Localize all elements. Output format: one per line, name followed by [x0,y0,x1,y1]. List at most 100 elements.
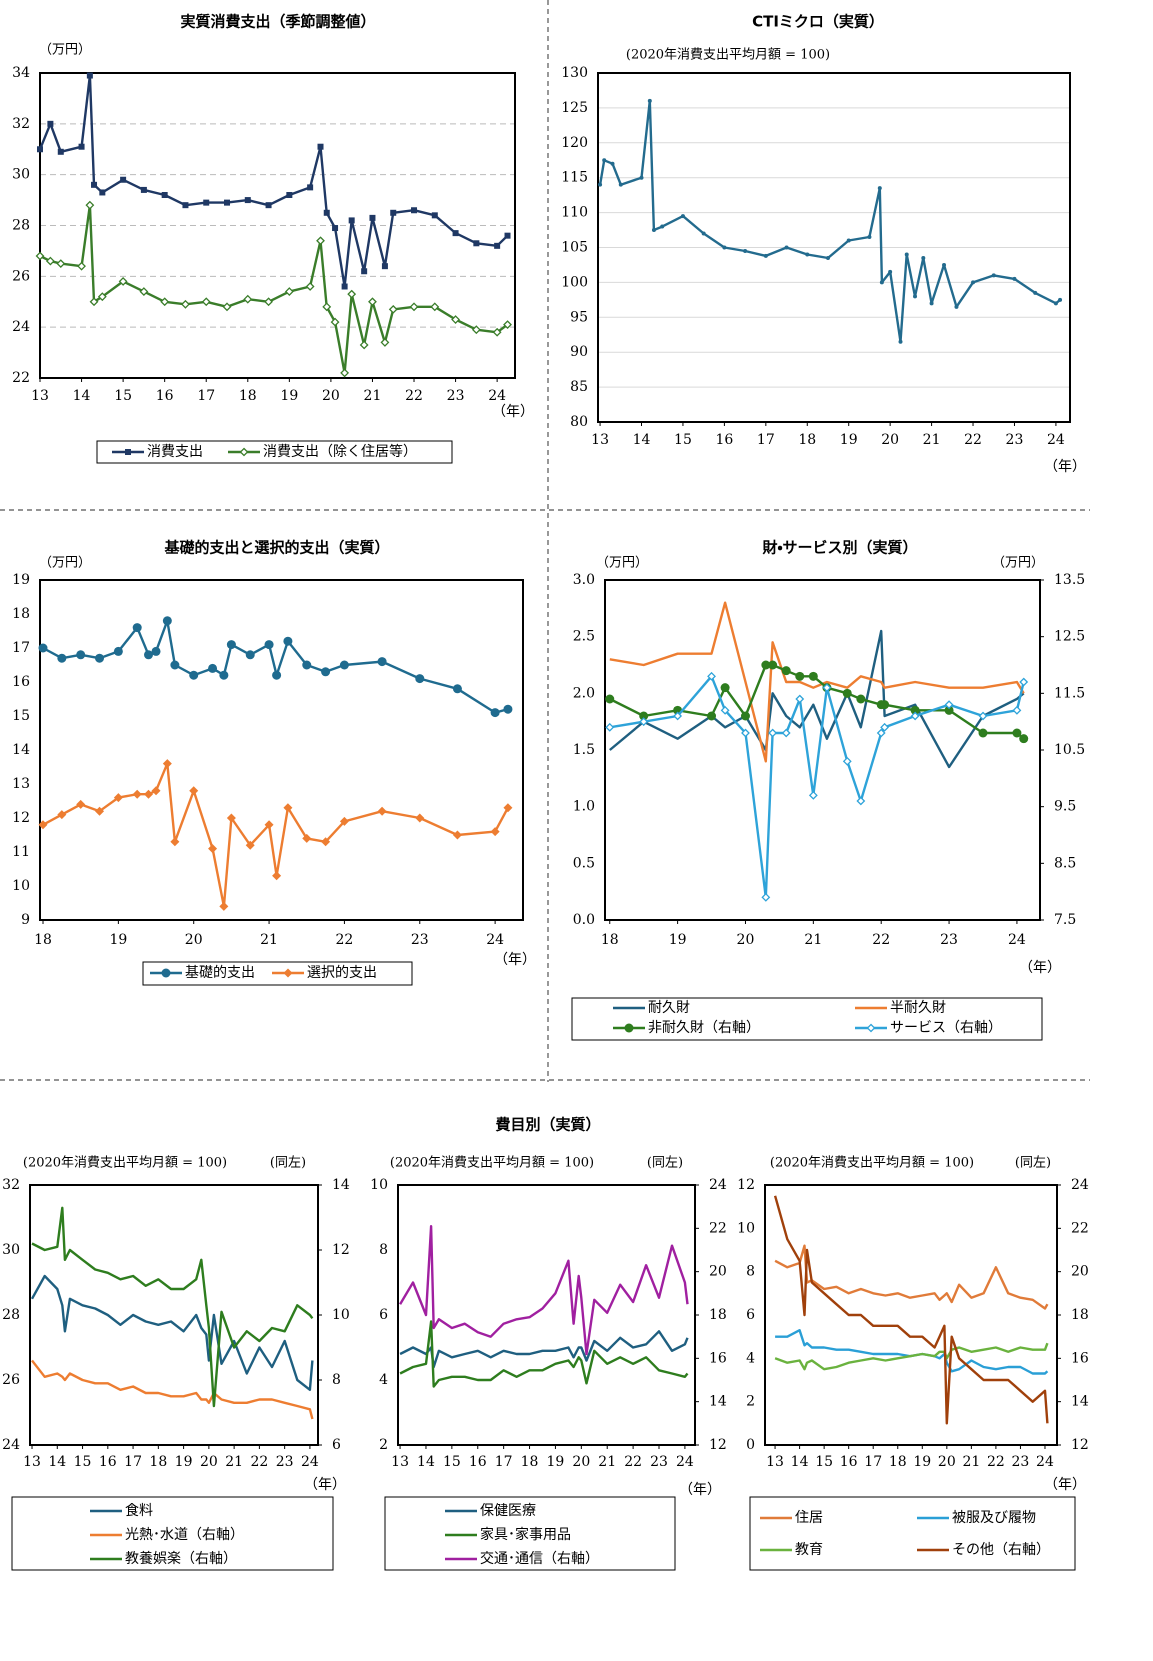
y2-tick-label: 12.5 [1054,629,1085,645]
x-axis-unit: （年） [1044,459,1086,475]
marker [189,786,199,796]
y-tick-label: 26 [12,268,30,284]
y2-axis-label: （万円） [992,556,1044,571]
marker [929,301,934,306]
y-tick-label: 90 [570,344,588,360]
marker [222,302,232,312]
y-tick-label: 130 [561,65,588,81]
legend-box [11,1496,334,1571]
y-tick-label: 13 [12,776,30,792]
marker [1019,677,1029,687]
marker [347,289,357,299]
marker [795,671,805,681]
marker [605,722,615,732]
x-tick-label: 23 [276,1454,294,1470]
marker [140,186,147,193]
marker [618,182,623,187]
marker [1053,301,1058,306]
y-axis-label: (2020年消費支出平均月額 = 100) [770,1156,974,1171]
marker [37,146,43,153]
marker [944,700,954,710]
marker [978,728,988,738]
marker [503,320,512,330]
y-tick-label: 85 [570,379,588,395]
marker [761,892,771,902]
y-tick-label: 28 [12,218,30,234]
legend-label: 被服及び履物 [952,1510,1036,1526]
marker [286,192,293,198]
marker [113,646,123,656]
marker [971,280,976,285]
y-tick-label: 12 [12,810,30,826]
legend-marker [624,1023,634,1033]
marker [272,670,282,680]
x-tick-label: 24 [1036,1454,1054,1470]
y2-tick-label: 22 [1071,1220,1089,1236]
plot-frame [764,1184,1058,1446]
marker [316,236,325,246]
legend-label: 家具･家事用品 [480,1526,571,1543]
legend-marker [239,447,249,457]
marker [243,294,253,304]
marker [340,368,350,378]
marker [38,820,48,830]
x-tick-label: 14 [791,1454,809,1470]
marker [219,670,229,680]
marker [380,337,390,347]
y-tick-label: 17 [12,640,30,656]
x-tick-label: 19 [669,932,687,948]
x-tick-label: 16 [840,1454,858,1470]
y-axis-label: （万円） [596,556,648,571]
marker [944,705,954,715]
marker [504,232,511,239]
marker [76,799,86,809]
legend-label: 消費支出（除く住居等） [263,443,417,460]
x-tick-label: 17 [495,1454,513,1470]
y-tick-label: 0 [746,1437,755,1453]
x-tick-label: 24 [488,388,506,404]
y2-tick-label: 16 [709,1350,727,1366]
marker [707,711,717,721]
y2-tick-label: 12 [332,1242,350,1258]
x-tick-label: 20 [881,432,899,448]
x-tick-label: 24 [1047,432,1065,448]
marker [409,302,419,312]
series-line [42,619,509,714]
marker [170,660,180,670]
marker [660,224,665,229]
x-tick-label: 19 [840,432,858,448]
x-tick-label: 13 [591,432,609,448]
y2-tick-label: 24 [1071,1177,1089,1193]
marker [189,670,199,680]
y-tick-label: 2.0 [573,685,595,701]
legend-label: 選択的支出 [307,965,377,981]
legend-label: 保健医療 [480,1502,536,1519]
marker [598,182,603,187]
y-tick-label: 2 [379,1437,388,1453]
x-tick-label: 18 [798,432,816,448]
y-tick-label: 2 [746,1394,755,1410]
legend-label: 基礎的支出 [185,964,255,981]
marker [76,650,86,660]
marker [332,225,339,232]
y2-axis-label: (同左) [1015,1156,1051,1171]
x-tick-label: 15 [74,1454,92,1470]
y2-axis-label: (同左) [270,1156,306,1171]
marker [825,255,830,260]
marker [639,717,649,727]
marker [283,636,293,646]
x-tick-label: 15 [815,1454,833,1470]
marker [494,242,501,249]
y-tick-label: 6 [379,1307,388,1323]
legend-label: サービス（右軸） [890,1020,1002,1036]
marker [954,304,959,309]
marker [795,694,805,704]
y-tick-label: 100 [561,274,588,290]
marker [768,660,778,670]
marker [452,684,462,694]
legend-label: 住居 [795,1510,823,1526]
marker [56,259,66,269]
marker [226,813,236,823]
y-tick-label: 24 [2,1437,20,1453]
